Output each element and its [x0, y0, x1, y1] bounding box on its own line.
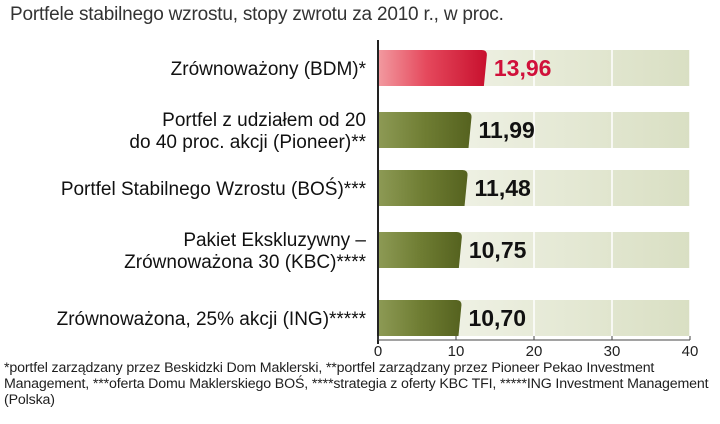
- bar-highlight: [378, 50, 487, 86]
- bar: [378, 300, 462, 336]
- data-label: 13,96: [494, 55, 552, 81]
- x-tick-label: 20: [526, 343, 543, 360]
- category-label: Zrównoważona 30 (KBC)****: [124, 252, 366, 273]
- data-label: 10,70: [468, 305, 526, 331]
- x-tick-label: 30: [604, 343, 621, 360]
- x-tick-label: 10: [448, 343, 465, 360]
- data-label: 10,75: [469, 237, 527, 263]
- bar: [378, 232, 462, 268]
- x-tick-label: 0: [374, 343, 382, 360]
- category-label: Zrównoważona, 25% akcji (ING)*****: [57, 309, 367, 330]
- category-label: Pakiet Ekskluzywny –: [183, 230, 366, 251]
- chart-title: Portfele stabilnego wzrostu, stopy zwrot…: [10, 4, 504, 25]
- bar: [378, 170, 468, 206]
- category-label: Portfel z udziałem od 20: [162, 110, 366, 131]
- category-label: Zrównoważony (BDM)*: [171, 59, 367, 80]
- bar-chart: 0 10 20 30 40 13,96 Zrównoważony (BDM)* 11,99 P…: [57, 40, 699, 360]
- data-label: 11,99: [479, 117, 535, 143]
- bar: [378, 112, 472, 148]
- x-tick-label: 40: [682, 343, 699, 360]
- category-label: do 40 proc. akcji (Pioneer)**: [129, 132, 366, 153]
- category-label: Portfel Stabilnego Wzrostu (BOŚ)***: [61, 178, 367, 200]
- footnote: *portfel zarządzany przez Beskidzki Dom …: [4, 360, 709, 408]
- data-label: 11,48: [475, 175, 531, 201]
